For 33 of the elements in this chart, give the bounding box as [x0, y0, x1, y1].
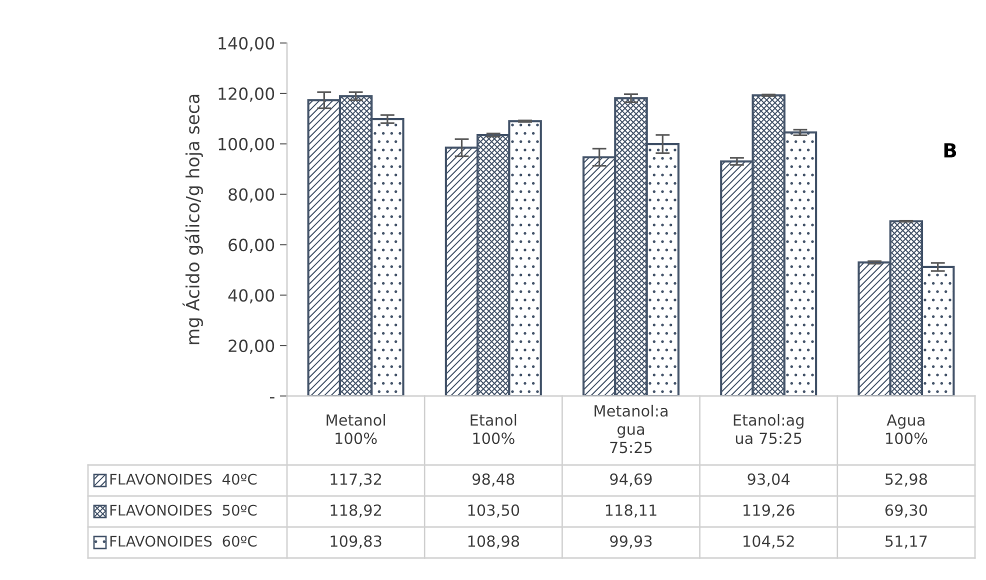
data-label: 103,50	[468, 504, 520, 518]
y-tick-label: 60,00	[228, 238, 274, 253]
x-tick-label: Etanol:agua 75:25	[734, 414, 804, 444]
data-label: 98,48	[472, 473, 514, 486]
legend-label: FLAVONOIDES 40ºC	[110, 474, 257, 485]
annotation: B	[944, 143, 956, 158]
x-tick-label: Etanol 100%	[470, 414, 516, 444]
data-label: 118,11	[606, 504, 656, 518]
data-label: 69,30	[885, 504, 928, 518]
data-label: 94,69	[610, 473, 652, 486]
y-tick-label: -	[270, 397, 274, 398]
y-tick-label: 120,00	[218, 87, 274, 102]
x-tick-label: Metanol:agua 75:25	[594, 404, 668, 454]
data-label: 108,98	[468, 535, 520, 548]
data-label: 104,52	[744, 535, 794, 548]
y-tick-label: 100,00	[218, 138, 274, 152]
y-tick-label: 20,00	[228, 340, 274, 354]
data-label: 99,93	[610, 535, 652, 548]
x-tick-label: Agua 100%	[886, 414, 928, 444]
data-label: 119,26	[744, 504, 794, 518]
data-label: 52,98	[886, 473, 928, 486]
data-label: 118,92	[330, 504, 381, 518]
legend-label: FLAVONOIDES 50ºC	[110, 504, 257, 516]
data-label: 109,83	[330, 535, 382, 548]
y-tick-label: 140,00	[218, 36, 274, 52]
data-label: 51,17	[886, 536, 927, 548]
y-tick-label: 40,00	[228, 289, 274, 304]
data-label: 93,04	[748, 473, 790, 486]
data-label: 117,32	[330, 473, 381, 486]
x-tick-label: Metanol 100%	[326, 414, 385, 444]
y-axis-title: mg Ácido gálico/g hoja seca	[182, 94, 203, 344]
y-tick-label: 80,00	[228, 188, 274, 203]
legend-label: FLAVONOIDES 60ºC	[110, 536, 257, 547]
